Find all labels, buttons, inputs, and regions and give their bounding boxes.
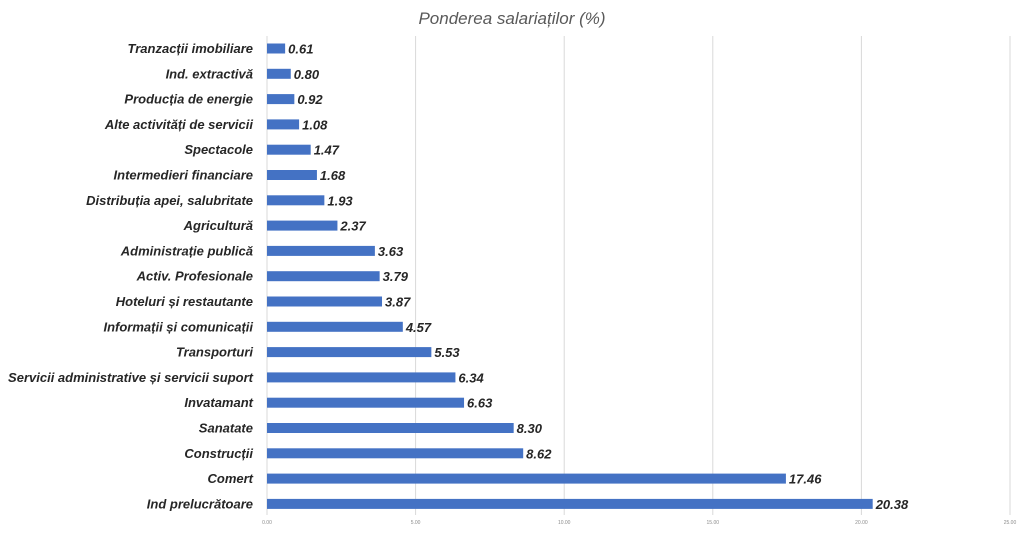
bars — [267, 43, 873, 509]
value-label: 17.46 — [789, 472, 822, 487]
value-label: 1.68 — [320, 168, 346, 183]
x-tick-label: 25.00 — [1004, 520, 1017, 526]
value-label: 4.57 — [405, 320, 432, 335]
bar — [267, 170, 317, 180]
category-label: Spectacole — [184, 142, 253, 157]
x-tick-label: 5.00 — [411, 520, 421, 526]
x-tick-label: 15.00 — [707, 520, 720, 526]
chart-title: Ponderea salariaților (%) — [418, 9, 605, 28]
gridlines — [266, 36, 1011, 515]
category-label: Invatamant — [184, 395, 253, 410]
bar — [267, 68, 291, 79]
x-axis-tick-labels: 0.00 5.00 10.00 15.00 20.00 25.00 — [262, 520, 1016, 526]
bar — [267, 245, 375, 256]
bar — [267, 144, 311, 155]
category-label: Comert — [207, 471, 253, 486]
value-label: 1.08 — [302, 117, 328, 132]
value-labels: 0.61 0.80 0.92 1.08 1.47 1.68 1.93 2.37 3.63 3.79… — [288, 42, 909, 512]
bar — [267, 448, 524, 459]
bar — [267, 498, 873, 509]
value-label: 3.87 — [385, 295, 411, 310]
value-label: 5.53 — [434, 345, 460, 360]
category-label: Sanatate — [199, 421, 253, 436]
value-label: 3.63 — [378, 244, 404, 259]
bar — [267, 271, 380, 282]
bar — [267, 423, 514, 433]
value-label: 1.93 — [327, 193, 353, 208]
bar — [267, 94, 295, 105]
value-label: 2.37 — [339, 219, 366, 234]
category-label: Administrație publică — [120, 243, 253, 258]
value-label: 6.63 — [467, 396, 493, 411]
bar — [267, 296, 383, 307]
category-label: Alte activități de servicii — [104, 117, 254, 132]
value-label: 0.92 — [297, 92, 323, 107]
bar — [267, 473, 786, 484]
category-label: Agricultură — [183, 218, 253, 233]
x-tick-label: 0.00 — [262, 520, 272, 526]
category-label: Ind prelucrătoare — [147, 496, 253, 511]
category-label: Tranzacții imobiliare — [128, 41, 253, 56]
bar — [267, 397, 465, 408]
x-tick-label: 10.00 — [558, 520, 571, 526]
bar — [267, 220, 338, 231]
value-label: 0.61 — [288, 42, 313, 57]
category-label: Hoteluri și restautante — [116, 294, 253, 309]
bar — [267, 43, 286, 54]
bar — [267, 347, 432, 358]
bar — [267, 119, 300, 130]
category-label: Distribuția apei, salubritate — [86, 193, 253, 208]
category-label: Construcții — [184, 446, 253, 461]
bar — [267, 195, 325, 206]
category-label: Activ. Profesionale — [136, 269, 253, 284]
value-label: 20.38 — [875, 497, 909, 512]
value-label: 0.80 — [294, 67, 320, 82]
category-label: Intermedieri financiare — [114, 168, 253, 183]
x-tick-label: 20.00 — [855, 520, 868, 526]
category-label: Transporturi — [176, 345, 253, 360]
value-label: 6.34 — [458, 370, 484, 385]
value-label: 3.79 — [383, 269, 409, 284]
category-labels: Tranzacții imobiliare Ind. extractivă Prod… — [8, 41, 254, 511]
category-label: Servicii administrative și servicii supo… — [8, 370, 254, 385]
value-label: 1.47 — [314, 143, 340, 158]
bar — [267, 372, 456, 383]
bar — [267, 321, 403, 332]
value-label: 8.62 — [526, 446, 552, 461]
category-label: Ind. extractivă — [166, 66, 253, 81]
category-label: Informații și comunicații — [103, 319, 253, 334]
value-label: 8.30 — [517, 421, 543, 436]
category-label: Producția de energie — [124, 92, 253, 107]
